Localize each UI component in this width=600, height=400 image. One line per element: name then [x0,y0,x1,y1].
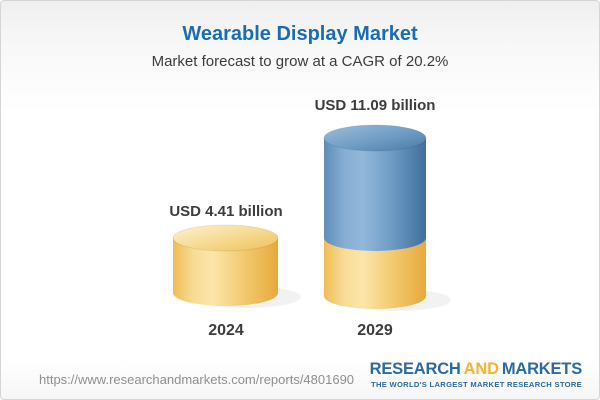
year-label-2029: 2029 [357,322,393,339]
brand-logo-tagline: THE WORLD'S LARGEST MARKET RESEARCH STOR… [371,379,582,389]
page-title: Wearable Display Market [182,23,418,45]
cylinder-2029-growth-segment [324,138,426,251]
page-subtitle: Market forecast to grow at a CAGR of 20.… [151,53,449,70]
brand-logo-wordmark: RESEARCH AND MARKETS [369,360,583,378]
logo-word-markets: MARKETS [501,360,582,378]
cylinder-2024 [172,224,279,307]
value-label-2024: USD 4.41 billion [169,203,283,220]
year-label-2024: 2024 [208,322,244,339]
brand-logo: RESEARCH AND MARKETS THE WORLD'S LARGEST M… [369,360,583,389]
value-label-2029: USD 11.09 billion [314,97,436,114]
report-url-link[interactable]: https://www.researchandmarkets.com/repor… [39,372,355,387]
cylinder-2029-base-segment [324,238,426,309]
logo-word-research: RESEARCH [369,360,461,378]
cylinder-2029 [323,124,427,309]
logo-word-and: AND [463,360,499,378]
